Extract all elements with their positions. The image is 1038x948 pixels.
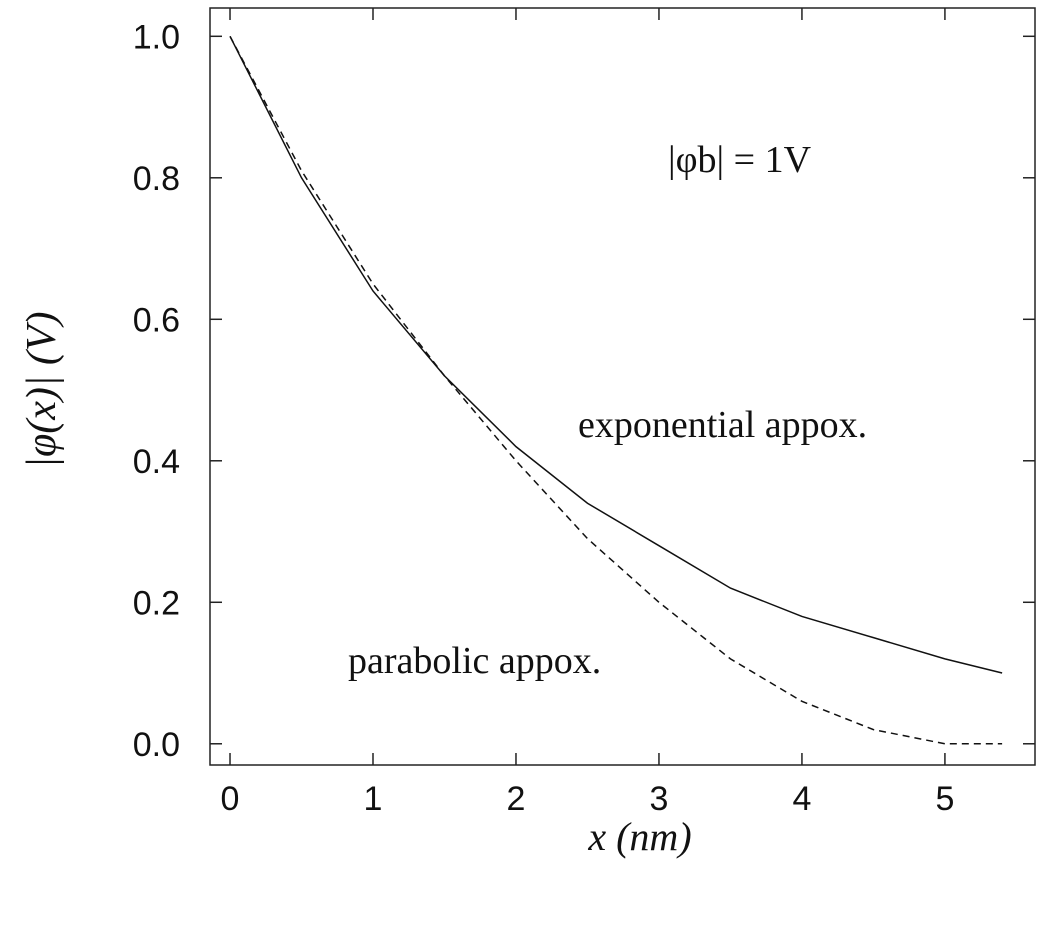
y-tick-label: 0.8 bbox=[133, 160, 180, 198]
x-axis-label: x (nm) bbox=[587, 814, 691, 859]
plot-frame bbox=[209, 7, 1036, 766]
annotation: parabolic appox. bbox=[348, 640, 601, 682]
y-tick-label: 0.4 bbox=[133, 443, 180, 481]
line-series bbox=[229, 35, 1003, 674]
y-tick-label: 0.0 bbox=[133, 726, 180, 764]
line-series bbox=[229, 35, 1003, 745]
x-tick-label: 3 bbox=[649, 780, 668, 818]
annotation: exponential appox. bbox=[578, 404, 867, 446]
x-tick-label: 0 bbox=[221, 780, 240, 818]
x-tick-label: 2 bbox=[507, 780, 526, 818]
y-tick-label: 0.6 bbox=[133, 301, 180, 339]
annotation: |φb| = 1V bbox=[668, 139, 812, 181]
y-axis-label: |φ(x)| (V) bbox=[19, 311, 65, 468]
x-tick-label: 4 bbox=[792, 780, 811, 818]
y-tick-label: 0.2 bbox=[133, 584, 180, 622]
x-tick-label: 1 bbox=[364, 780, 383, 818]
x-tick-label: 5 bbox=[935, 780, 954, 818]
y-tick-label: 1.0 bbox=[133, 18, 180, 56]
